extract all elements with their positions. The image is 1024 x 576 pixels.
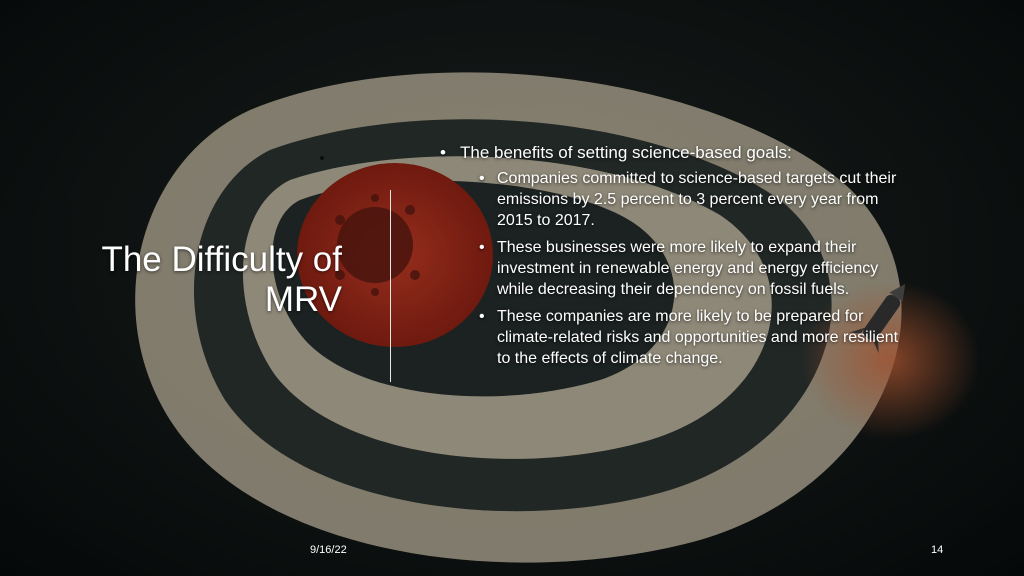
slide-number: 14 xyxy=(931,544,944,556)
bullet-list: The benefits of setting science-based go… xyxy=(438,142,908,375)
footer-date: 9/16/22 xyxy=(310,544,347,556)
bullet-level1: The benefits of setting science-based go… xyxy=(438,142,908,164)
title-divider xyxy=(390,190,391,382)
bullet-level2: These businesses were more likely to exp… xyxy=(477,237,908,300)
bullet-level2: These companies are more likely to be pr… xyxy=(477,306,908,369)
slide-title: The Difficulty of MRV xyxy=(101,240,342,319)
bullet-level2: Companies committed to science-based tar… xyxy=(477,168,908,231)
